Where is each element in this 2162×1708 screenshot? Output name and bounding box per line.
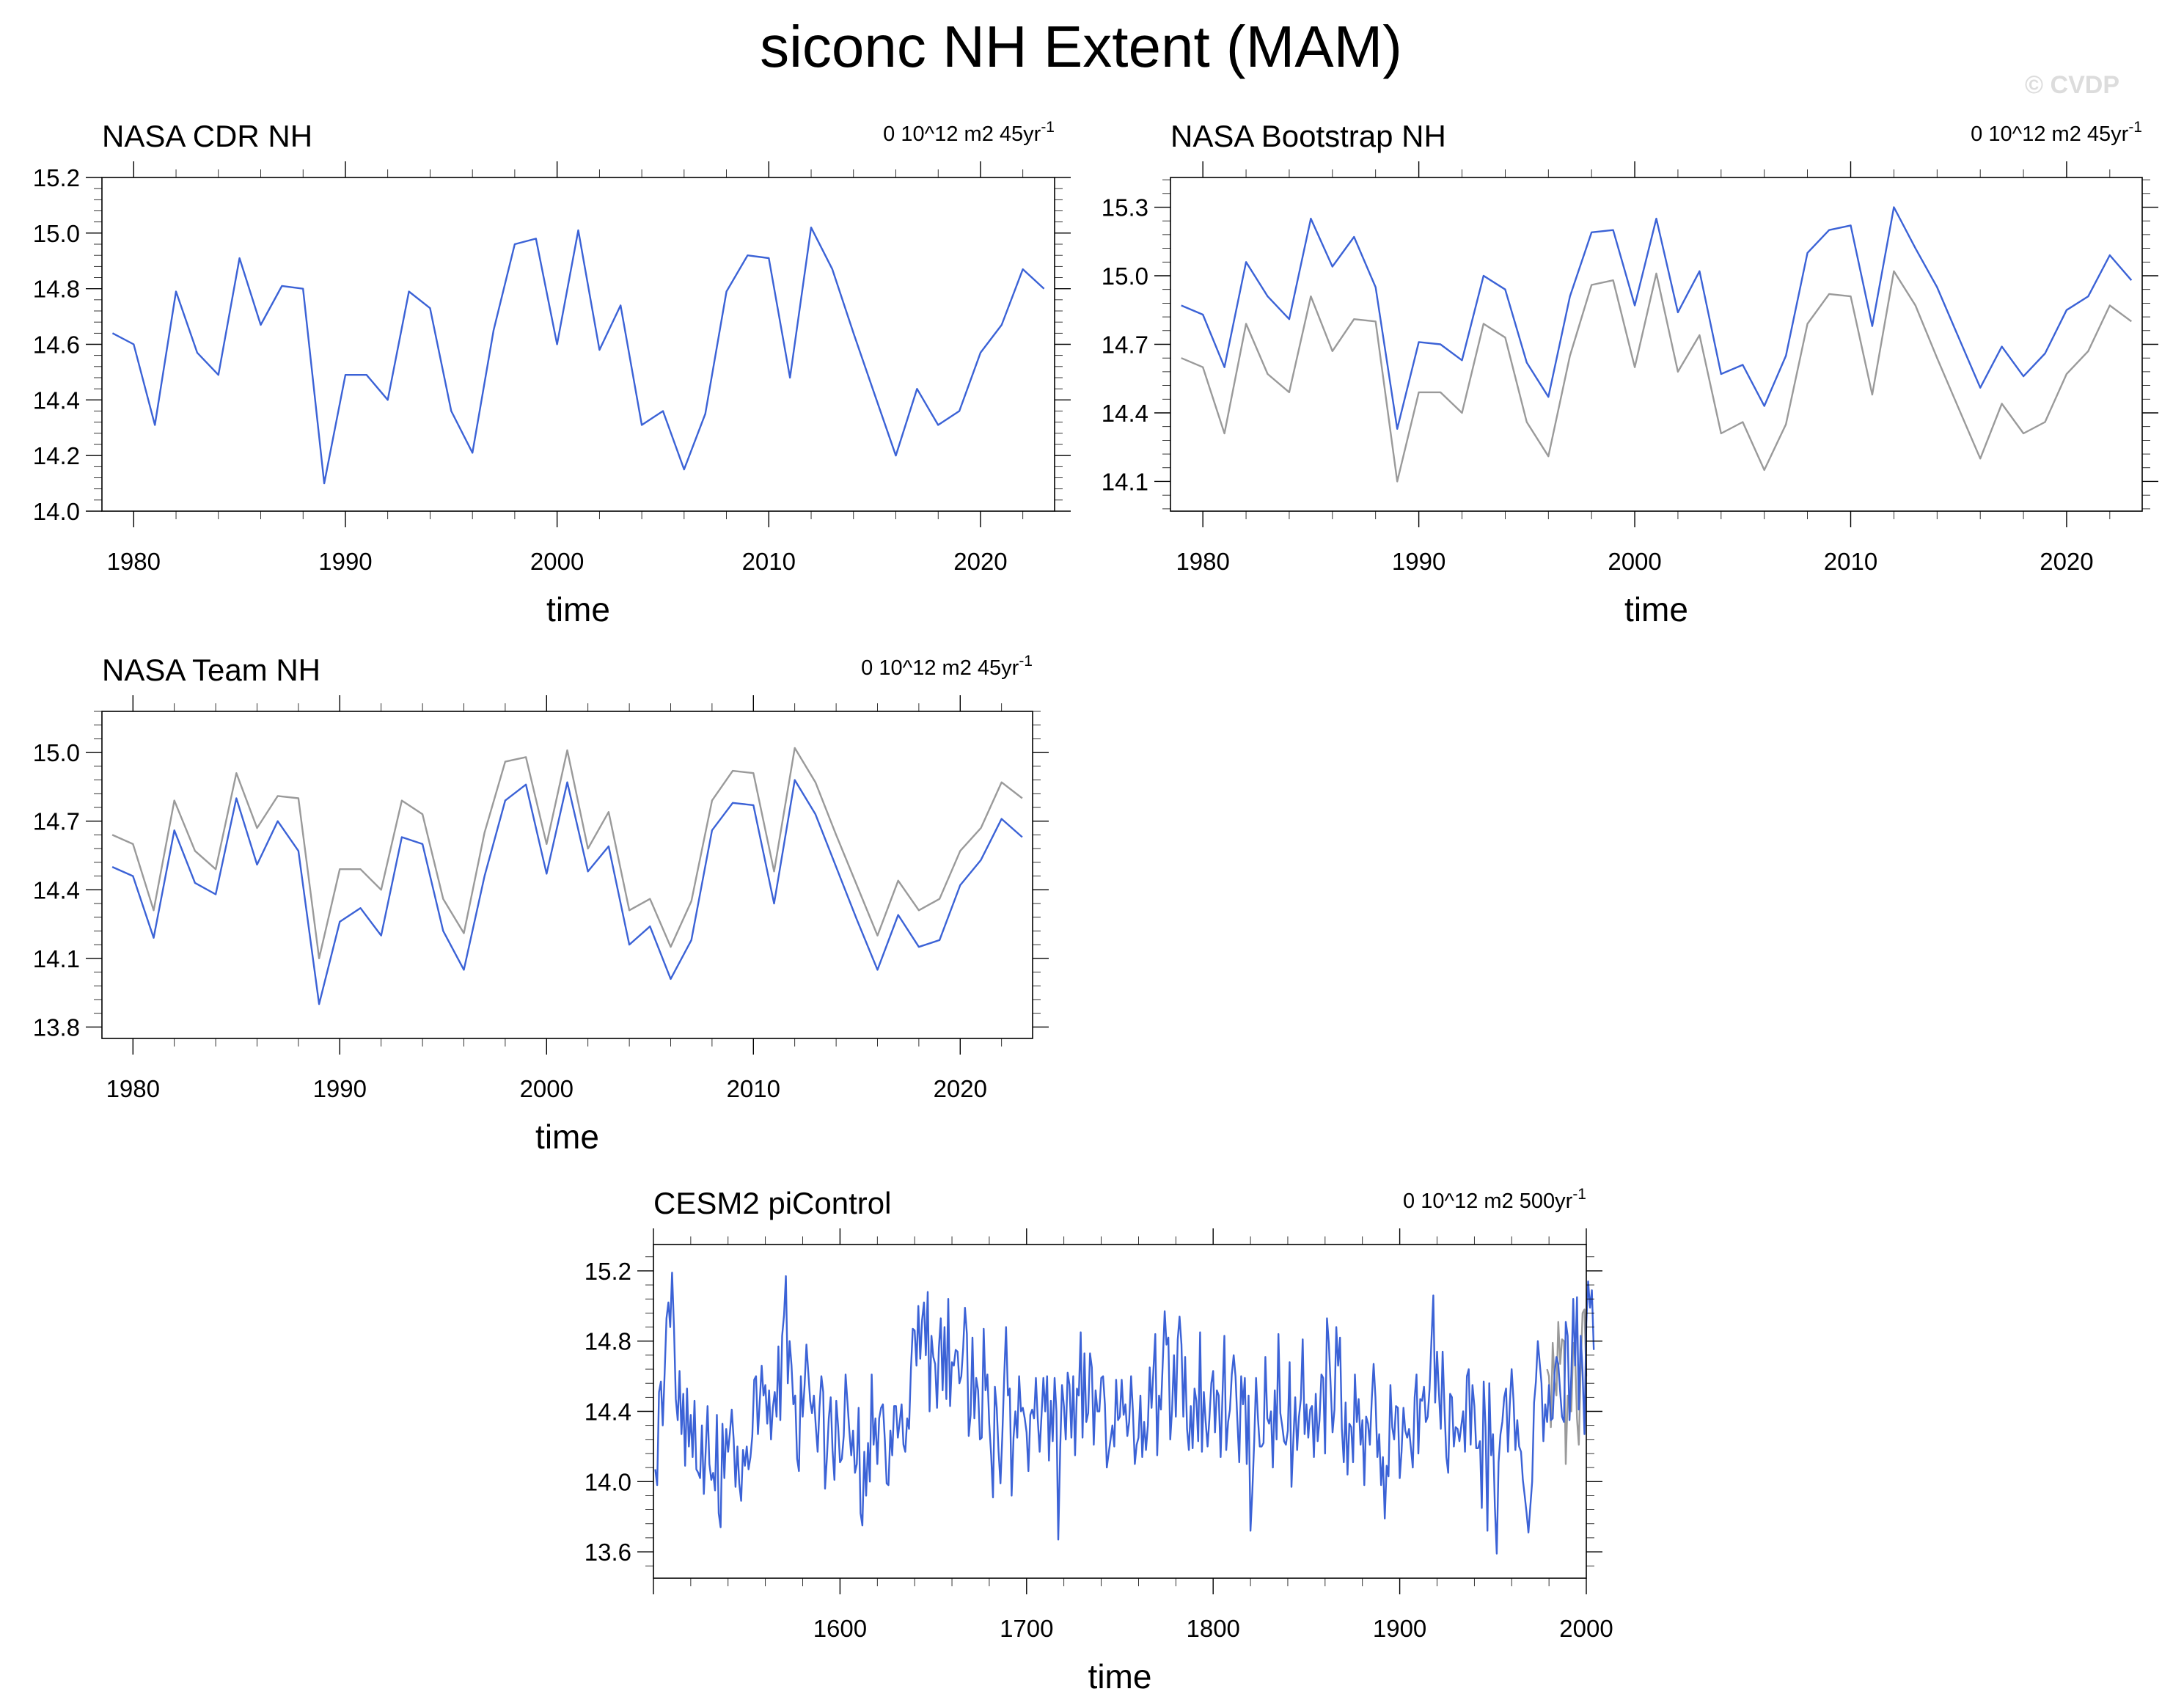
- trend-value: 0: [1403, 1190, 1421, 1213]
- panel-0: 14.0 14.2 14.4 14.6 14.8 15.0 15.2 1980 1990 2000…: [33, 119, 1071, 628]
- series-line-reference: [1181, 270, 2133, 483]
- trend-period: 45yr: [978, 656, 1019, 680]
- trend-period: 45yr: [1000, 122, 1041, 146]
- trend-exponent: -1: [1019, 653, 1033, 670]
- trend-units: 10^12 m2: [901, 122, 1000, 146]
- x-tick-label: 2000: [530, 548, 584, 575]
- x-tick-label: 1990: [1392, 548, 1445, 575]
- x-tick-label: 1990: [318, 548, 372, 575]
- x-axis-label: time: [535, 1118, 599, 1156]
- y-tick-label: 14.1: [33, 945, 80, 972]
- trend-label: 0 10^12 m2 45yr-1: [1971, 119, 2142, 146]
- y-tick-label: 14.4: [33, 876, 80, 904]
- y-tick-label: 15.0: [33, 220, 80, 247]
- figure-title: siconc NH Extent (MAM): [760, 14, 1402, 79]
- y-tick-label: 15.0: [1102, 263, 1148, 290]
- x-tick-label: 1990: [313, 1075, 367, 1102]
- y-tick-label: 14.6: [33, 331, 80, 359]
- series-line-reference: [111, 747, 1023, 960]
- series-line-primary: [1181, 206, 2133, 430]
- y-tick-label: 14.1: [1102, 468, 1148, 495]
- x-axis-label: time: [1088, 1657, 1152, 1696]
- x-tick-label: 1980: [1176, 548, 1229, 575]
- y-tick-label: 15.3: [1102, 194, 1148, 221]
- x-axis-label: time: [546, 590, 610, 628]
- x-tick-label: 1600: [813, 1615, 867, 1642]
- trend-units: 10^12 m2: [1421, 1190, 1520, 1213]
- x-tick-label: 2010: [727, 1075, 780, 1102]
- y-tick-label: 14.7: [33, 808, 80, 835]
- y-tick-label: 13.6: [585, 1539, 631, 1566]
- y-tick-label: 14.4: [1102, 400, 1148, 427]
- trend-exponent: -1: [2128, 119, 2142, 136]
- y-tick-label: 14.8: [585, 1328, 631, 1355]
- panel-3: 13.6 14.0 14.4 14.8 15.2 1600 1700 1800 1900 2000…: [585, 1186, 1613, 1696]
- trend-exponent: -1: [1572, 1186, 1586, 1203]
- trend-units: 10^12 m2: [879, 656, 978, 680]
- x-tick-label: 2020: [2040, 548, 2093, 575]
- series-line-primary: [654, 1272, 1595, 1555]
- x-tick-label: 2000: [1608, 548, 1661, 575]
- y-tick-label: 14.4: [33, 386, 80, 414]
- x-tick-label: 2020: [934, 1075, 987, 1102]
- panel-title: NASA CDR NH: [102, 119, 312, 153]
- trend-label: 0 10^12 m2 45yr-1: [861, 653, 1033, 680]
- cvdp-watermark: © CVDP: [2025, 71, 2119, 99]
- y-tick-label: 13.8: [33, 1014, 80, 1041]
- x-axis-label: time: [1624, 590, 1688, 628]
- y-tick-label: 15.2: [585, 1258, 631, 1285]
- x-tick-label: 2010: [742, 548, 796, 575]
- x-tick-label: 2000: [1559, 1615, 1613, 1642]
- trend-period: 45yr: [2087, 122, 2129, 146]
- trend-value: 0: [883, 122, 901, 146]
- y-tick-label: 14.8: [33, 276, 80, 303]
- y-tick-label: 14.2: [33, 442, 80, 469]
- trend-value: 0: [1971, 122, 1988, 146]
- x-tick-label: 1980: [107, 548, 161, 575]
- y-tick-label: 14.4: [585, 1399, 631, 1426]
- series-line-primary: [111, 779, 1023, 1005]
- x-tick-label: 1980: [106, 1075, 160, 1102]
- panel-title: NASA Team NH: [102, 653, 320, 687]
- trend-exponent: -1: [1041, 119, 1055, 136]
- trend-label: 0 10^12 m2 45yr-1: [883, 119, 1055, 146]
- x-tick-label: 1800: [1186, 1615, 1239, 1642]
- y-tick-label: 14.0: [585, 1468, 631, 1495]
- panel-title: CESM2 piControl: [653, 1186, 891, 1220]
- plot-frame: [101, 711, 1033, 1039]
- trend-label: 0 10^12 m2 500yr-1: [1403, 1186, 1586, 1213]
- plot-frame: [101, 177, 1055, 512]
- trend-units: 10^12 m2: [1988, 122, 2087, 146]
- x-tick-label: 1900: [1373, 1615, 1426, 1642]
- x-tick-label: 2020: [953, 548, 1007, 575]
- x-tick-label: 1700: [1000, 1615, 1053, 1642]
- trend-period: 500yr: [1520, 1190, 1573, 1213]
- y-tick-label: 14.7: [1102, 331, 1148, 359]
- y-tick-label: 14.0: [33, 498, 80, 525]
- y-tick-label: 15.0: [33, 739, 80, 766]
- trend-value: 0: [861, 656, 879, 680]
- y-tick-label: 15.2: [33, 164, 80, 191]
- x-tick-label: 2010: [1824, 548, 1877, 575]
- panel-2: 13.8 14.1 14.4 14.7 15.0 1980 1990 2000 2010 2020…: [33, 653, 1049, 1156]
- panel-title: NASA Bootstrap NH: [1170, 119, 1446, 153]
- plot-frame: [1170, 177, 2143, 512]
- panel-1: 14.1 14.4 14.7 15.0 15.3 1980 1990 2000 2010 2020…: [1102, 119, 2158, 628]
- series-line-primary: [111, 227, 1045, 485]
- x-tick-label: 2000: [520, 1075, 574, 1102]
